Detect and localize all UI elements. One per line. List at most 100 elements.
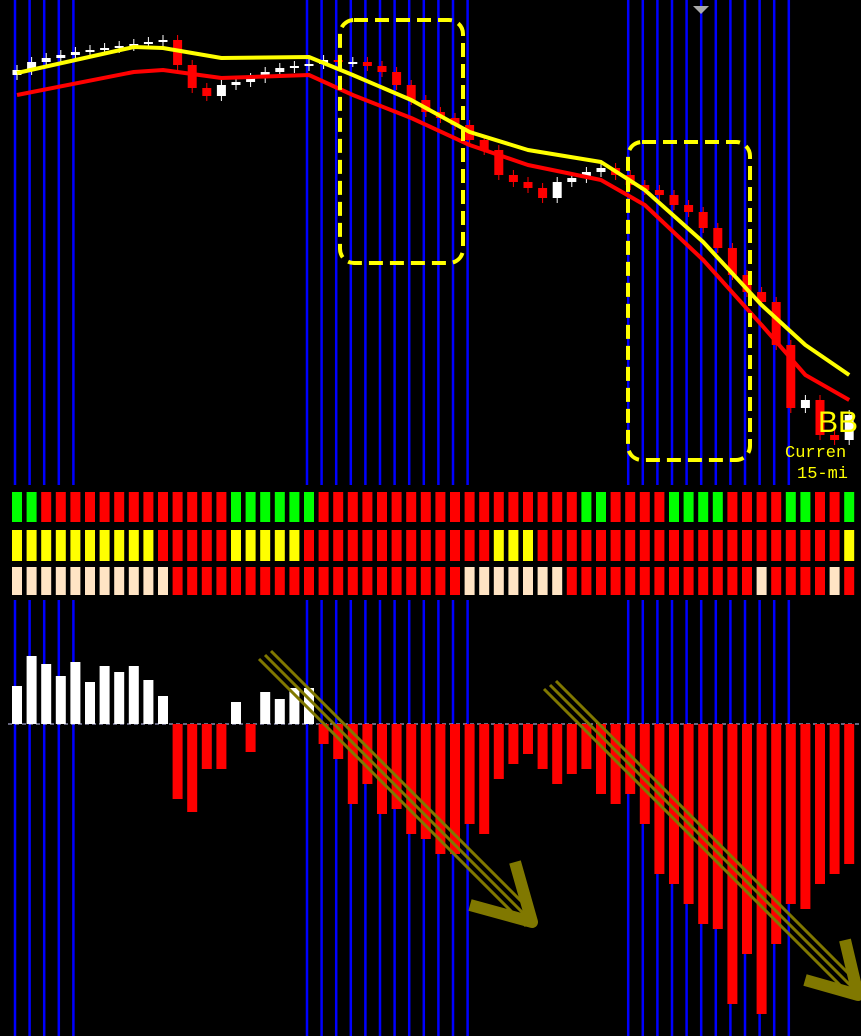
candle-body: [523, 182, 533, 188]
candle-body: [727, 248, 737, 275]
signal-cell: [143, 530, 154, 561]
signal-cell: [158, 530, 168, 561]
histogram-bar: [625, 724, 636, 794]
signal-cell: [289, 567, 300, 595]
signal-cell: [493, 567, 504, 595]
signal-cell: [41, 567, 52, 595]
signal-cell: [55, 492, 66, 522]
candle-body: [815, 400, 825, 435]
signal-cell: [450, 492, 460, 522]
candle-body: [757, 292, 767, 302]
signal-cell: [70, 530, 81, 561]
signal-cell: [114, 530, 125, 561]
signal-cell: [362, 567, 373, 595]
signal-cell: [523, 492, 533, 522]
signal-cell: [552, 492, 563, 522]
signal-cell: [274, 530, 285, 561]
signal-cell: [479, 530, 490, 561]
candle-body: [800, 400, 810, 408]
signal-cell: [406, 567, 417, 595]
signal-cell: [333, 567, 344, 595]
candle-body: [114, 46, 124, 48]
histogram-bar: [70, 662, 81, 724]
candle-body: [771, 302, 781, 345]
signal-cell: [829, 567, 840, 595]
histogram-bar: [581, 724, 592, 769]
histogram-bar: [172, 724, 183, 799]
signal-cell: [55, 567, 66, 595]
candle-body: [640, 185, 650, 190]
signal-cell: [844, 567, 855, 595]
signal-cell: [771, 567, 782, 595]
signal-cell: [420, 567, 431, 595]
histogram-bar: [143, 680, 154, 724]
signal-cell: [785, 492, 796, 522]
candle-body: [304, 64, 314, 66]
histogram-bar: [391, 724, 402, 809]
signal-cell: [85, 492, 95, 522]
signal-cell: [245, 567, 256, 595]
candle-body: [27, 62, 37, 70]
signal-cell: [698, 530, 709, 561]
candle-body: [377, 66, 387, 72]
signal-cell: [143, 492, 154, 522]
histogram-bar: [435, 724, 446, 854]
histogram-bar: [566, 724, 577, 774]
signal-cell: [260, 492, 271, 522]
signal-cell: [742, 530, 752, 561]
signal-cell: [435, 567, 446, 595]
signal-cell: [479, 567, 490, 595]
signal-cell: [114, 492, 125, 522]
signal-cell: [639, 567, 650, 595]
histogram-bar: [712, 724, 723, 929]
signal-cell: [391, 567, 402, 595]
indicator-label: 15-mi: [797, 465, 848, 484]
signal-cell: [187, 567, 198, 595]
signal-cell: [435, 530, 446, 561]
marker: [693, 6, 709, 14]
signal-cell: [245, 530, 256, 561]
signal-cell: [727, 567, 738, 595]
signal-cell: [304, 567, 314, 595]
signal-cell: [654, 492, 665, 522]
candle-body: [246, 78, 256, 82]
histogram-bar: [669, 724, 679, 884]
candle-body: [494, 150, 504, 175]
signal-cell: [274, 492, 285, 522]
signal-cell: [771, 530, 782, 561]
trend-arrow: [257, 649, 538, 928]
highlight-box: [626, 140, 752, 462]
candle-body: [187, 65, 197, 88]
signal-cell: [41, 492, 52, 522]
histogram-bar: [756, 724, 767, 1014]
histogram-bar: [377, 724, 387, 814]
signal-cell: [698, 567, 709, 595]
signal-cell: [158, 567, 168, 595]
signal-cell: [347, 492, 358, 522]
histogram-bar: [552, 724, 563, 784]
signal-cell: [785, 567, 796, 595]
candle-body: [479, 140, 489, 150]
signal-cell: [318, 492, 329, 522]
candle-body: [289, 66, 299, 68]
signal-cell: [231, 492, 241, 522]
signal-cell: [216, 492, 227, 522]
signal-cell: [260, 530, 271, 561]
signal-cell: [654, 530, 665, 561]
signal-cell: [712, 530, 723, 561]
signal-cell: [318, 567, 329, 595]
signal-cell: [435, 492, 446, 522]
histogram-bar: [55, 676, 66, 724]
signal-cell: [742, 567, 752, 595]
signal-cell: [172, 492, 183, 522]
candle-body: [202, 88, 212, 96]
signal-cell: [26, 492, 37, 522]
histogram-bar: [785, 724, 796, 904]
histogram-bar: [114, 672, 125, 724]
signal-cell: [508, 530, 519, 561]
histogram-bar: [26, 656, 37, 724]
signal-cell: [552, 530, 563, 561]
candle-body: [742, 275, 752, 292]
signal-cell: [683, 530, 694, 561]
